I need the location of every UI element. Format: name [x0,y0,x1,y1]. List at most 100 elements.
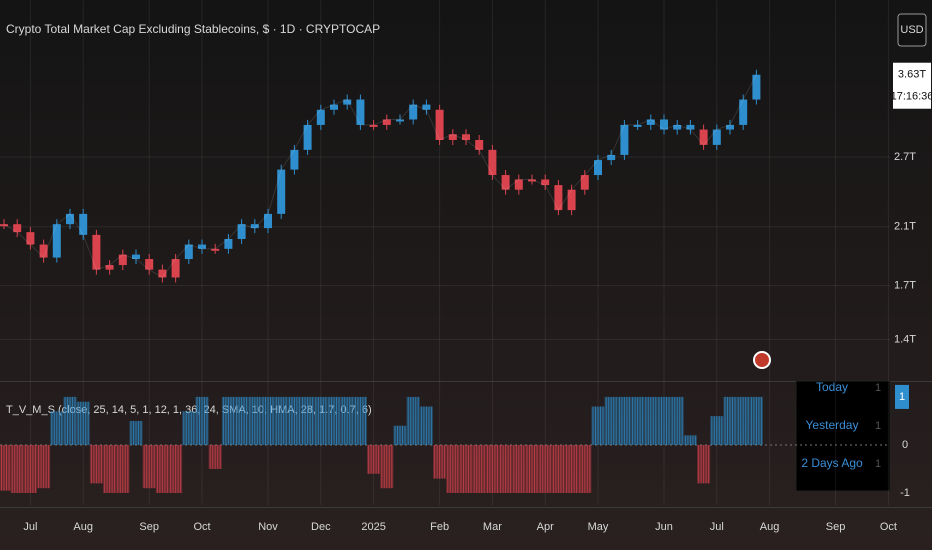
hist-bar [459,444,473,493]
last-value-label: 1 [899,391,905,403]
table-row-value: 1 [875,420,881,432]
candle [356,99,365,125]
hist-bar [472,444,486,493]
hist-bar [327,396,341,445]
x-tick-label: Mar [483,521,502,533]
candle [409,104,418,120]
candle [594,160,602,176]
hist-bar [287,396,301,445]
candle [171,259,180,278]
x-tick-label: Sep [139,521,159,533]
currency-label[interactable]: USD [900,24,923,36]
hist-bar [485,444,499,493]
x-tick-label: Jun [655,521,673,533]
hist-bar [657,396,671,445]
candle [580,175,589,190]
candle [343,99,352,105]
candle [646,119,655,125]
candle [541,179,550,186]
x-tick-label: Dec [311,521,331,533]
marks: 1.4T 1.7T 2.1T 2.7T 1 0 -1 Jul Aug Sep Oct Nov Dec 20… [0,0,932,533]
x-tick-label: Nov [258,521,278,533]
hist-bar [248,396,262,445]
table-row-label: 2 Days Ago [801,456,863,470]
candle [316,109,325,125]
y-tick-label: -1 [900,487,910,499]
hist-bar [367,444,381,474]
hist-bar [116,444,130,493]
hist-bar [551,444,565,493]
x-tick-label: Apr [537,521,554,533]
hist-bar [644,396,658,445]
hist-bar [617,396,631,445]
hist-bar [10,444,24,493]
candle [224,238,233,249]
candle [369,124,378,127]
last-price-label: 3.63T [898,69,926,81]
candle [501,175,510,190]
countdown-label: 17:16:36 [891,91,932,103]
candle [752,74,761,100]
candle [198,244,206,249]
hist-bar [23,444,37,493]
hist-bar [697,444,711,484]
x-tick-label: Feb [430,521,449,533]
candle [620,124,629,155]
hist-bar [670,396,684,445]
currency-button[interactable] [897,13,927,47]
hist-bar [446,444,460,493]
x-tick-label: Oct [880,521,897,533]
table-row-value: 1 [875,382,881,394]
hist-bar [604,396,618,445]
candle [66,213,74,225]
candle [132,254,140,260]
candle [92,234,101,270]
hist-bar [683,435,697,445]
y-tick-label: 1.7T [894,279,916,291]
candle [448,134,457,141]
y-tick-label: 2.1T [894,221,916,233]
hist-bar [195,396,209,445]
candle [475,140,484,150]
candle [79,213,88,235]
x-tick-label: 2025 [361,521,385,533]
hist-bar [103,444,117,493]
candle [330,104,338,110]
candle [264,213,272,229]
hist-bar [578,444,592,493]
hist-bar [261,396,275,445]
x-tick-label: Sep [826,521,846,533]
y-tick-label: 2.7T [894,151,916,163]
hist-bar [76,401,90,445]
candle [39,244,48,258]
hist-bar [749,396,763,445]
signal-table [795,380,891,492]
candle [13,224,22,233]
candle [422,104,431,110]
candle [726,124,734,130]
hist-bar [406,396,420,445]
candle [488,149,497,176]
hist-bar [169,444,183,493]
last-value-box [895,384,909,409]
hist-bar [353,396,367,445]
hist-bar [538,444,552,493]
hist-bar [89,444,103,484]
candle [699,129,708,145]
candle [528,179,536,182]
candle [105,265,114,270]
candle [211,248,220,251]
table-row-label: Today [816,380,848,394]
candle [184,244,193,260]
candle [237,224,246,239]
hist-bar [512,444,526,493]
hist-bar [50,411,64,445]
hist-bar [208,444,222,469]
hist-bar [710,416,724,445]
hist-bar [591,406,605,445]
event-flag[interactable] [753,351,771,369]
x-tick-label: Oct [193,521,210,533]
candle [660,119,668,130]
price-line [3,74,757,279]
